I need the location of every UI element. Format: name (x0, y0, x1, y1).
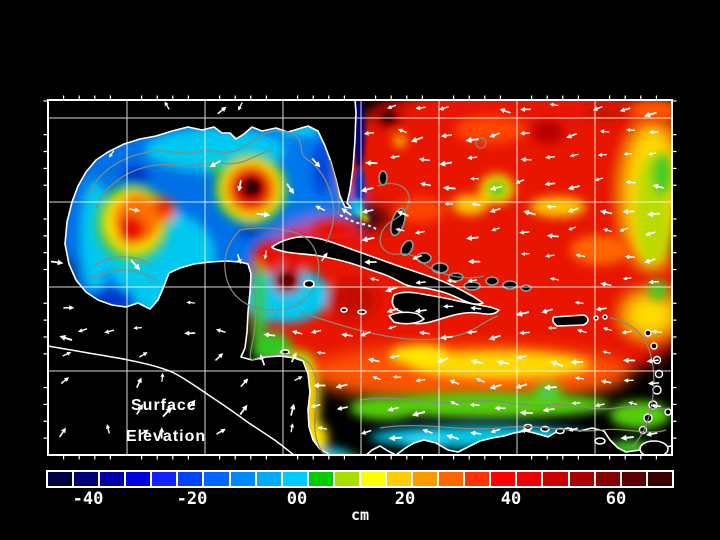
colorbar-tick-label: -40 (72, 489, 104, 509)
colorbar-cell (48, 472, 73, 486)
margarita-island (594, 437, 606, 445)
ssh-field (48, 100, 672, 455)
field-annotation-line1: Surface (131, 397, 197, 414)
cayman-island (340, 307, 348, 313)
colorbar-cell (100, 472, 125, 486)
colorbar-cell (256, 472, 281, 486)
cayman-island (357, 309, 367, 315)
jamaica-land (388, 311, 425, 325)
colorbar-cell (334, 472, 359, 486)
colorbar-cell (387, 472, 412, 486)
colorbar-tick-label: 60 (605, 489, 627, 509)
isla-juventud (303, 279, 315, 289)
colorbar-cell (543, 472, 568, 486)
colorbar-cell (647, 472, 672, 486)
colorbar-cell (439, 472, 464, 486)
graticule (48, 100, 672, 455)
colorbar-tick-label: 20 (394, 489, 416, 509)
trinidad-land (639, 440, 669, 455)
field-annotation-line2: Elevation (126, 428, 206, 445)
colorbar-cell (74, 472, 99, 486)
puerto-rico-land (551, 314, 589, 327)
florida-keys (339, 214, 377, 230)
colorbar-tick-label: 00 (286, 489, 308, 509)
colorbar-units: cm (350, 506, 370, 524)
pacific-coastline (48, 345, 295, 455)
colorbar (46, 470, 674, 488)
colorbar-cell (126, 472, 151, 486)
colorbar-cell (621, 472, 646, 486)
axis-ticks (43, 95, 677, 460)
colorbar-cell (230, 472, 255, 486)
colorbar-cell (204, 472, 229, 486)
colorbar-cell (465, 472, 490, 486)
colorbar-cell (413, 472, 438, 486)
colorbar-cell (517, 472, 542, 486)
map-border (47, 99, 673, 456)
colorbar-tick-label: -20 (176, 489, 208, 509)
colorbar-cell (308, 472, 333, 486)
colorbar-cell (360, 472, 386, 486)
colorbar-cell (569, 472, 594, 486)
colorbar-cell (178, 472, 203, 486)
colorbar-cell (282, 472, 307, 486)
bathymetry-contours (87, 130, 671, 455)
colorbar-cell (491, 472, 516, 486)
colorbar-tick-label: 40 (500, 489, 522, 509)
colorbar-cell (595, 472, 620, 486)
colorbar-cell (152, 472, 177, 486)
bay-island (280, 349, 290, 355)
